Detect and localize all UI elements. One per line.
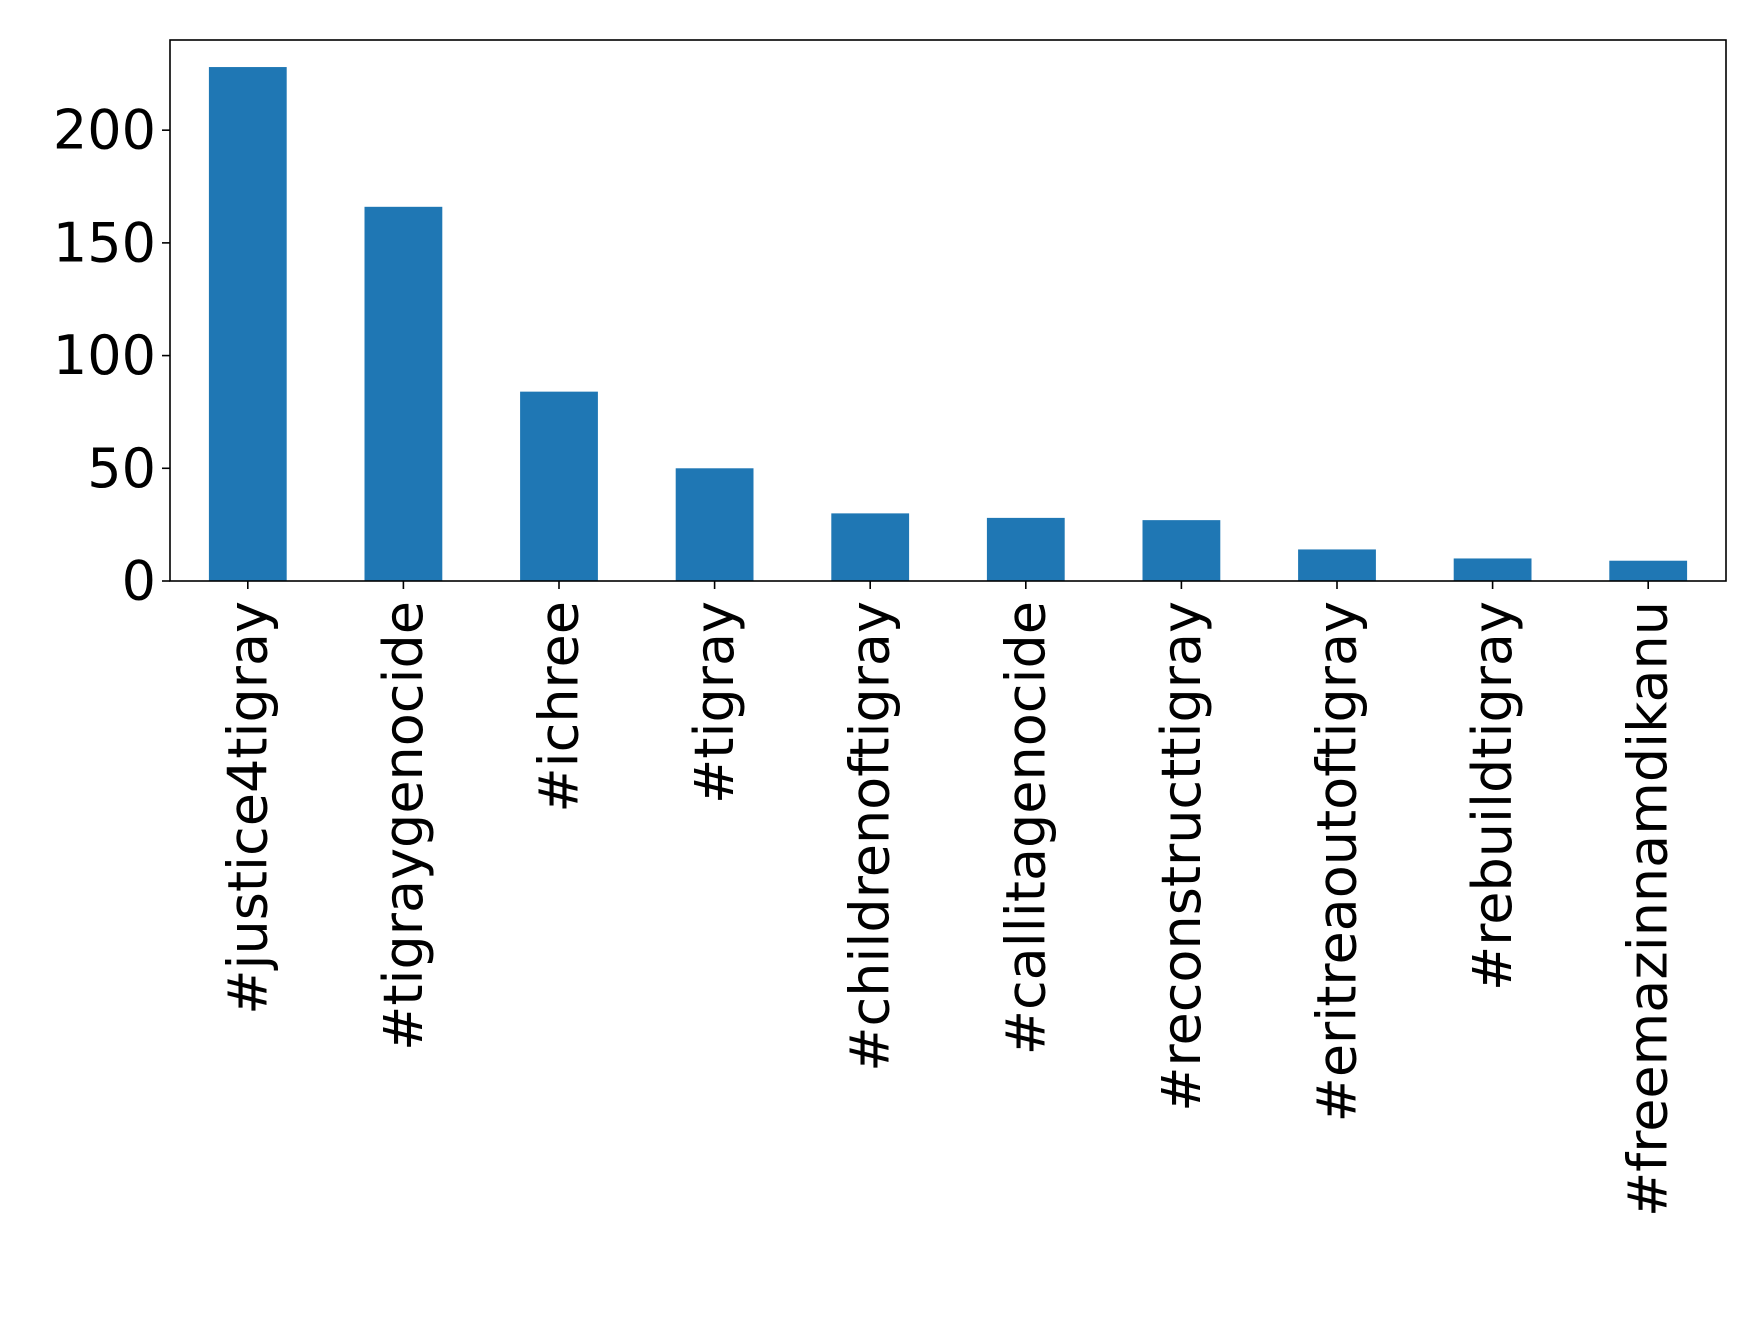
plot-area-frame bbox=[169, 39, 1727, 582]
bar-freemazinnamdikanu bbox=[1609, 560, 1688, 581]
bars-group bbox=[208, 67, 1688, 582]
x-tick-label: #ichree bbox=[528, 601, 591, 813]
y-axis: 0 50 100 150 200 bbox=[53, 99, 170, 613]
bar-rebuildtigray bbox=[1453, 558, 1532, 581]
x-tick-label: #childrenoftigray bbox=[839, 601, 902, 1072]
x-axis: #justice4tigray #tigraygenocide #ichree #ti… bbox=[216, 581, 1680, 1217]
x-tick-label: #tigraygenocide bbox=[372, 601, 435, 1051]
x-tick-label: #eritreaoutoftigray bbox=[1306, 601, 1369, 1122]
x-tick-label: #rebuildtigray bbox=[1461, 601, 1524, 991]
bar-reconstructtigray bbox=[1142, 520, 1221, 581]
y-tick-label: 0 bbox=[122, 550, 156, 613]
bar-childrenoftigray bbox=[831, 513, 910, 581]
y-tick-label: 200 bbox=[53, 99, 156, 162]
bar-eritreaoutoftigray bbox=[1298, 549, 1376, 581]
bar-ichree bbox=[520, 391, 598, 581]
bar-justice4tigray bbox=[208, 67, 287, 582]
bar-tigray bbox=[675, 468, 754, 581]
x-tick-label: #justice4tigray bbox=[216, 601, 279, 1015]
y-tick-label: 150 bbox=[53, 211, 156, 274]
y-tick-label: 100 bbox=[53, 324, 156, 387]
x-tick-label: #freemazinnamdikanu bbox=[1617, 601, 1680, 1217]
y-tick-label: 50 bbox=[87, 437, 156, 500]
bar-tigraygenocide bbox=[364, 206, 443, 581]
x-tick-label: #tigray bbox=[683, 601, 746, 804]
bar-callitagenocide bbox=[986, 517, 1065, 581]
x-tick-label: #reconstructtigray bbox=[1150, 601, 1213, 1112]
x-tick-label: #callitagenocide bbox=[994, 601, 1057, 1055]
